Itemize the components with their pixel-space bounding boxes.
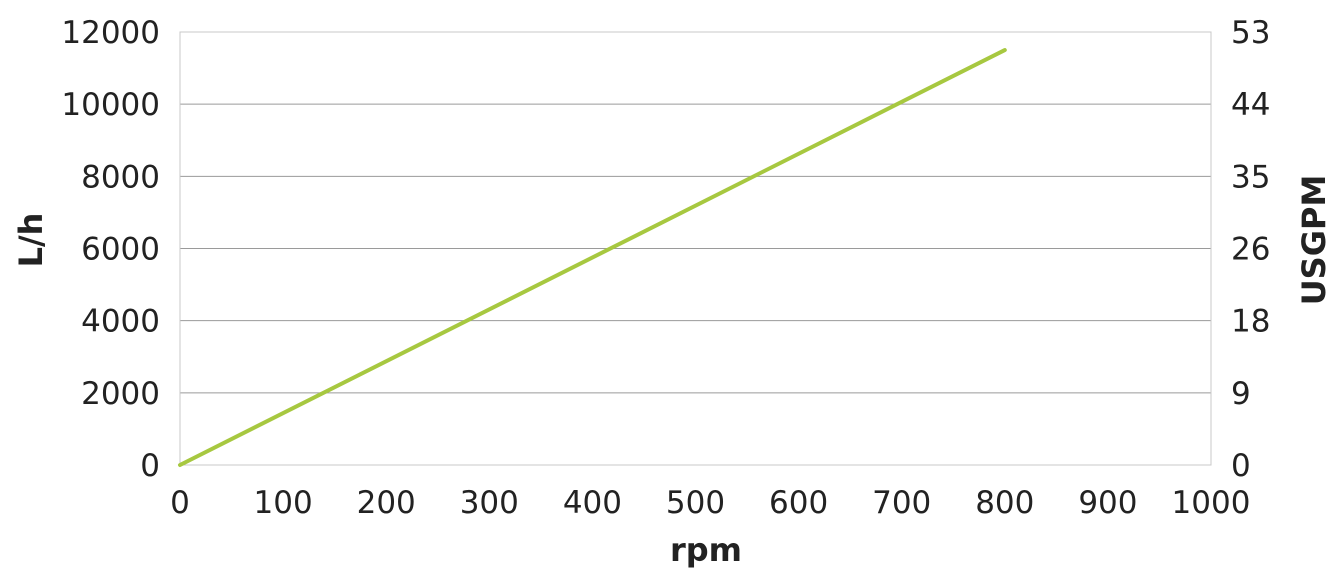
- y2-tick-label: 9: [1231, 376, 1251, 412]
- x-tick-label: 900: [1078, 485, 1137, 521]
- x-tick-label: 200: [357, 485, 416, 521]
- y-tick-label: 10000: [61, 87, 160, 123]
- series-layer: [178, 48, 1007, 467]
- x-tick-label: 400: [563, 485, 622, 521]
- x-tick-label: 700: [872, 485, 931, 521]
- x-tick-label: 600: [769, 485, 828, 521]
- x-tick-label: 100: [254, 485, 313, 521]
- x-tick-label: 1000: [1172, 485, 1251, 521]
- y-tick-label: 8000: [81, 159, 160, 195]
- y-tick-label: 4000: [81, 304, 160, 340]
- y2-tick-label: 26: [1231, 232, 1270, 268]
- y2-tick-label: 53: [1231, 15, 1270, 51]
- y2-axis-ticks: 0 9 18 26 35 44 53: [1231, 15, 1270, 484]
- grid-lines: [180, 31, 1211, 394]
- y2-tick-label: 44: [1231, 87, 1270, 123]
- x-axis-ticks: 0 100 200 300 400 500 600 700 800 900 1000: [170, 485, 1250, 521]
- plot-frame: [179, 31, 1212, 466]
- x-tick-label: 300: [460, 485, 519, 521]
- y2-tick-label: 18: [1231, 304, 1270, 340]
- y-axis-title: L/h: [12, 213, 50, 268]
- y-tick-label: 12000: [61, 15, 160, 51]
- y-tick-label: 0: [140, 448, 160, 484]
- y-axis-ticks: 0 2000 4000 6000 8000 10000 12000: [61, 15, 160, 484]
- y-tick-label: 2000: [81, 376, 160, 412]
- y2-tick-label: 0: [1231, 448, 1251, 484]
- x-tick-label: 0: [170, 485, 190, 521]
- series-line: [178, 48, 1007, 467]
- y2-axis-title: USGPM: [1295, 175, 1333, 306]
- y-tick-label: 6000: [81, 232, 160, 268]
- y2-tick-label: 35: [1231, 159, 1270, 195]
- x-axis-title: rpm: [670, 531, 742, 569]
- x-tick-label: 500: [666, 485, 725, 521]
- x-tick-label: 800: [975, 485, 1034, 521]
